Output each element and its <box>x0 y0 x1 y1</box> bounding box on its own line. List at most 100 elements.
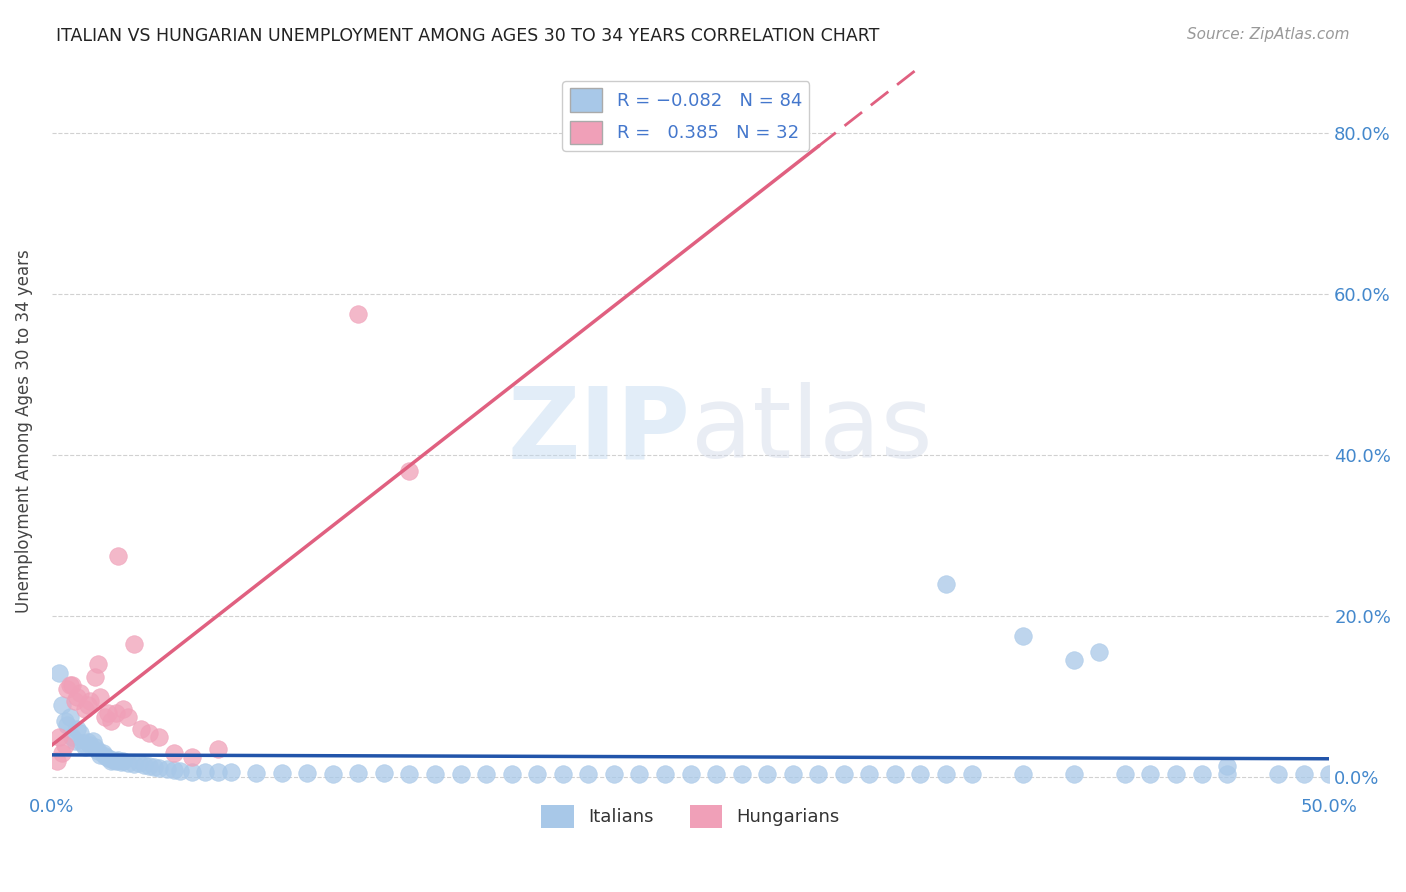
Point <box>63 734 86 748</box>
Point <box>117 756 139 770</box>
Text: Source: ZipAtlas.com: Source: ZipAtlas.com <box>1187 27 1350 42</box>
Point <box>245 766 267 780</box>
Point <box>138 726 160 740</box>
Point <box>104 754 127 768</box>
Point <box>169 764 191 778</box>
Point <box>97 751 120 765</box>
Point <box>450 767 472 781</box>
Point <box>51 746 73 760</box>
Point <box>398 464 420 478</box>
Point <box>423 767 446 781</box>
Point <box>1292 767 1315 781</box>
Point <box>1063 653 1085 667</box>
Point <box>807 767 830 781</box>
Point <box>1063 767 1085 781</box>
Point <box>129 722 152 736</box>
Point <box>347 307 370 321</box>
Point <box>832 767 855 781</box>
Point <box>679 767 702 781</box>
Point <box>181 750 204 764</box>
Point <box>132 758 155 772</box>
Point <box>1267 767 1289 781</box>
Point <box>910 767 932 781</box>
Point <box>60 730 83 744</box>
Point <box>48 665 70 680</box>
Point <box>79 694 101 708</box>
Point <box>138 759 160 773</box>
Point <box>704 767 727 781</box>
Legend: Italians, Hungarians: Italians, Hungarians <box>534 797 846 835</box>
Point <box>883 767 905 781</box>
Point <box>66 722 89 736</box>
Text: atlas: atlas <box>690 383 932 479</box>
Point <box>59 710 82 724</box>
Point <box>163 746 186 760</box>
Point <box>730 767 752 781</box>
Point <box>156 762 179 776</box>
Point <box>207 742 229 756</box>
Point <box>56 718 79 732</box>
Point <box>858 767 880 781</box>
Point <box>66 690 89 704</box>
Point <box>122 757 145 772</box>
Point <box>48 730 70 744</box>
Point <box>1139 767 1161 781</box>
Point <box>935 577 957 591</box>
Point <box>112 702 135 716</box>
Point <box>322 767 344 781</box>
Point <box>112 754 135 768</box>
Point <box>148 761 170 775</box>
Point <box>107 549 129 563</box>
Point <box>1011 767 1033 781</box>
Point <box>148 730 170 744</box>
Point <box>1216 767 1239 781</box>
Point <box>60 678 83 692</box>
Point <box>110 755 132 769</box>
Point <box>128 756 150 770</box>
Point <box>94 710 117 724</box>
Point <box>270 766 292 780</box>
Point <box>1317 767 1340 781</box>
Point <box>756 767 779 781</box>
Point <box>84 739 107 754</box>
Point <box>104 706 127 720</box>
Point <box>163 763 186 777</box>
Point <box>100 754 122 768</box>
Point <box>84 669 107 683</box>
Point <box>63 694 86 708</box>
Point <box>181 764 204 779</box>
Point <box>501 767 523 781</box>
Point <box>51 698 73 712</box>
Point <box>1191 767 1213 781</box>
Y-axis label: Unemployment Among Ages 30 to 34 years: Unemployment Among Ages 30 to 34 years <box>15 249 32 613</box>
Point <box>1011 629 1033 643</box>
Point <box>1164 767 1187 781</box>
Point <box>551 767 574 781</box>
Text: ZIP: ZIP <box>508 383 690 479</box>
Point <box>782 767 804 781</box>
Text: ITALIAN VS HUNGARIAN UNEMPLOYMENT AMONG AGES 30 TO 34 YEARS CORRELATION CHART: ITALIAN VS HUNGARIAN UNEMPLOYMENT AMONG … <box>56 27 880 45</box>
Point <box>297 766 319 780</box>
Point <box>117 710 139 724</box>
Point <box>53 714 76 728</box>
Point <box>53 738 76 752</box>
Point <box>122 637 145 651</box>
Point <box>100 714 122 728</box>
Point <box>347 766 370 780</box>
Point <box>91 746 114 760</box>
Point <box>526 767 548 781</box>
Point <box>628 767 651 781</box>
Point <box>207 765 229 780</box>
Point <box>1114 767 1136 781</box>
Point <box>76 735 98 749</box>
Point <box>576 767 599 781</box>
Point <box>69 686 91 700</box>
Point <box>107 752 129 766</box>
Point <box>76 698 98 712</box>
Point <box>87 657 110 672</box>
Point <box>373 766 395 780</box>
Point <box>89 690 111 704</box>
Point <box>101 752 124 766</box>
Point <box>79 738 101 752</box>
Point <box>89 747 111 762</box>
